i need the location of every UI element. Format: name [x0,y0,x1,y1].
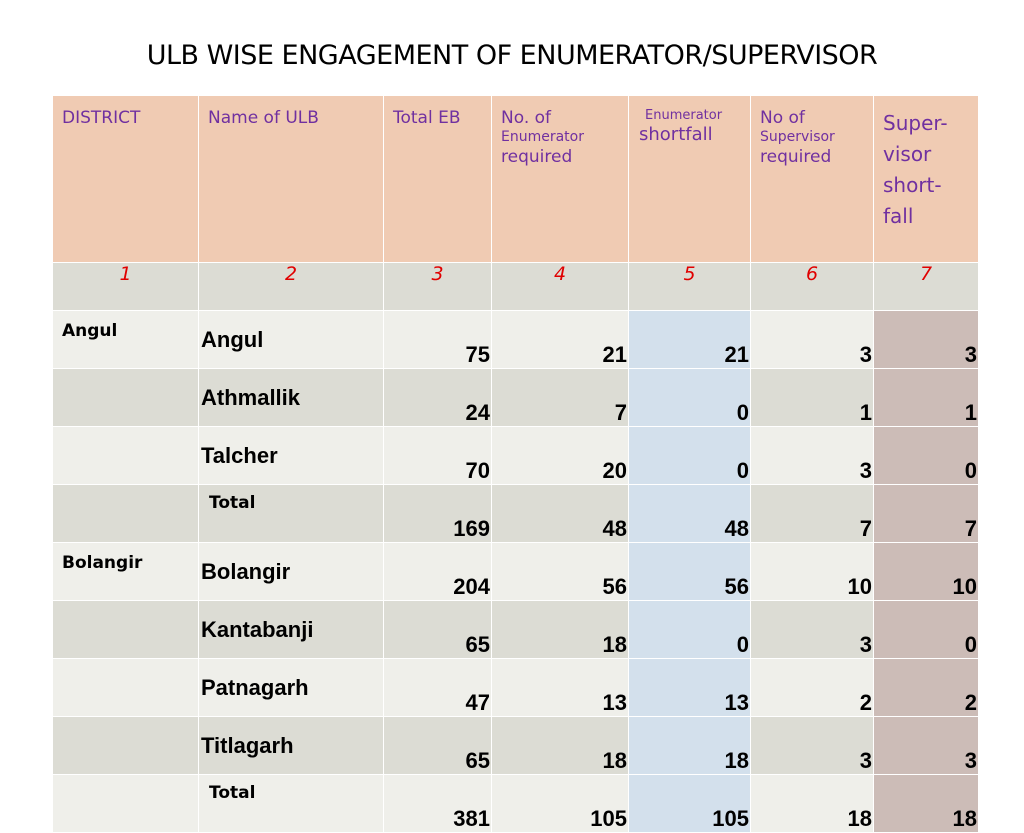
ulb-name-cell: Patnagarh [198,658,384,717]
table-row: Talcher 70 20 0 3 0 [52,426,979,485]
district-cell: Angul [52,310,199,369]
supervisor-shortfall-cell: 0 [873,426,979,485]
supervisor-shortfall-cell: 18 [873,774,979,833]
ulb-name-cell: Athmallik [198,368,384,427]
header-name-of-ulb: Name of ULB [198,95,384,263]
supervisor-shortfall-cell: 3 [873,716,979,775]
enumerator-required-cell: 105 [491,774,629,833]
ulb-name-cell: Talcher [198,426,384,485]
header-enumerator-shortfall: Enumerator shortfall [628,95,751,263]
supervisor-required-cell: 3 [750,426,874,485]
ulb-name-cell: Angul [198,310,384,369]
total-eb-cell: 65 [383,716,492,775]
supervisor-required-cell: 10 [750,542,874,601]
enumerator-shortfall-cell: 18 [628,716,751,775]
enumerator-required-cell: 18 [491,600,629,659]
district-cell [52,368,199,427]
total-eb-cell: 169 [383,484,492,543]
table-row: Bolangir Bolangir 204 56 56 10 10 [52,542,979,601]
enumerator-shortfall-cell: 48 [628,484,751,543]
header-row: DISTRICT Name of ULB Total EB No. of Enu… [52,95,979,263]
district-cell [52,658,199,717]
enumerator-required-cell: 20 [491,426,629,485]
enumerator-required-cell: 56 [491,542,629,601]
header-enumerator-required: No. of Enumerator required [491,95,629,263]
enumerator-required-cell: 18 [491,716,629,775]
column-number: 4 [491,262,629,311]
supervisor-required-cell: 3 [750,310,874,369]
enumerator-shortfall-cell: 56 [628,542,751,601]
table-row: Kantabanji 65 18 0 3 0 [52,600,979,659]
table-row: Athmallik 24 7 0 1 1 [52,368,979,427]
enumerator-shortfall-cell: 105 [628,774,751,833]
district-cell: Bolangir [52,542,199,601]
total-eb-cell: 24 [383,368,492,427]
header-total-eb: Total EB [383,95,492,263]
district-cell [52,484,199,543]
header-district: DISTRICT [52,95,199,263]
enumerator-shortfall-cell: 21 [628,310,751,369]
total-eb-cell: 65 [383,600,492,659]
supervisor-required-cell: 18 [750,774,874,833]
supervisor-required-cell: 7 [750,484,874,543]
supervisor-shortfall-cell: 0 [873,600,979,659]
table-row-total: Total 381 105 105 18 18 [52,774,979,833]
district-cell [52,716,199,775]
total-label-cell: Total [198,774,384,833]
table-row: Patnagarh 47 13 13 2 2 [52,658,979,717]
table-row: Titlagarh 65 18 18 3 3 [52,716,979,775]
enumerator-required-cell: 7 [491,368,629,427]
column-number: 7 [873,262,979,311]
supervisor-required-cell: 3 [750,716,874,775]
supervisor-shortfall-cell: 3 [873,310,979,369]
total-eb-cell: 70 [383,426,492,485]
enumerator-shortfall-cell: 13 [628,658,751,717]
enumerator-shortfall-cell: 0 [628,368,751,427]
header-supervisor-shortfall: Super- visor short- fall [873,95,979,263]
total-eb-cell: 75 [383,310,492,369]
district-cell [52,774,199,833]
ulb-name-cell: Bolangir [198,542,384,601]
district-cell [52,426,199,485]
supervisor-required-cell: 3 [750,600,874,659]
column-number: 3 [383,262,492,311]
column-number: 5 [628,262,751,311]
enumerator-required-cell: 13 [491,658,629,717]
supervisor-shortfall-cell: 10 [873,542,979,601]
total-eb-cell: 381 [383,774,492,833]
supervisor-shortfall-cell: 7 [873,484,979,543]
total-eb-cell: 47 [383,658,492,717]
table-row: Angul Angul 75 21 21 3 3 [52,310,979,369]
district-cell [52,600,199,659]
slide-title: ULB WISE ENGAGEMENT OF ENUMERATOR/SUPERV… [146,40,878,71]
column-number: 1 [52,262,199,311]
total-label-cell: Total [198,484,384,543]
supervisor-required-cell: 2 [750,658,874,717]
total-eb-cell: 204 [383,542,492,601]
enumerator-required-cell: 21 [491,310,629,369]
ulb-name-cell: Titlagarh [198,716,384,775]
column-number: 6 [750,262,874,311]
enumerator-shortfall-cell: 0 [628,600,751,659]
supervisor-shortfall-cell: 2 [873,658,979,717]
ulb-engagement-table: DISTRICT Name of ULB Total EB No. of Enu… [52,95,979,833]
ulb-name-cell: Kantabanji [198,600,384,659]
table-row-total: Total 169 48 48 7 7 [52,484,979,543]
supervisor-shortfall-cell: 1 [873,368,979,427]
header-supervisor-required: No of Supervisor required [750,95,874,263]
column-number-row: 1 2 3 4 5 6 7 [52,262,979,311]
supervisor-required-cell: 1 [750,368,874,427]
enumerator-shortfall-cell: 0 [628,426,751,485]
enumerator-required-cell: 48 [491,484,629,543]
column-number: 2 [198,262,384,311]
